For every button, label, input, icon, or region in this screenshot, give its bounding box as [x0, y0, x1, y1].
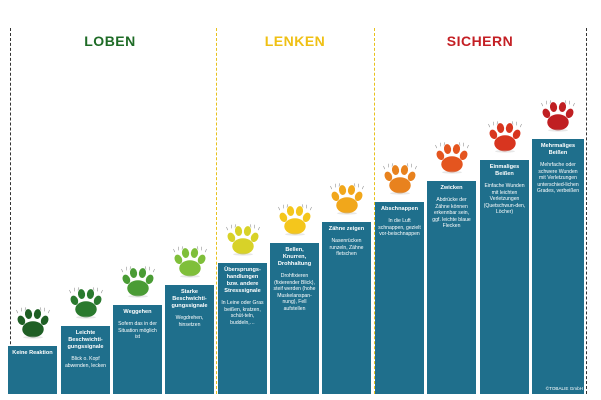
- step-title: Mehrmaliges Beißen: [540, 143, 576, 156]
- step-column-barking-growling: Bellen, Knurren, Drohhaltung Drohfixieren…: [270, 243, 319, 394]
- paw-icon: [225, 223, 261, 257]
- step-description: Sofern das in der Situation möglich ist: [118, 321, 157, 341]
- paw-icon: [120, 265, 156, 299]
- section-title-sichern: SICHERN: [446, 33, 514, 49]
- step-title: Einmaliges Beißen: [489, 164, 520, 177]
- step-column-biting-once: Einmaliges Beißen Einfache Wunden mit lei…: [480, 160, 529, 394]
- step-description: Abdrücke der Zähne können erkennbar sein…: [432, 197, 471, 230]
- paw-icon: [487, 120, 523, 154]
- step-title: Bellen, Knurren, Drohhaltung: [277, 247, 312, 267]
- section-title-lenken: LENKEN: [264, 33, 326, 49]
- step-description: Drohfixieren (fixierender Blick), steif …: [273, 273, 316, 312]
- divider-loben-lenken: [216, 28, 217, 394]
- step-title: Starke Beschwichti-gungssignale: [171, 289, 208, 309]
- step-column-snapping: Abschnappen In die Luft schnappen, geziel…: [375, 202, 424, 394]
- paw-icon: [172, 245, 208, 279]
- step-column-biting-multiple: Mehrmaliges Beißen Mehrfache oder schwere…: [532, 139, 584, 394]
- step-title: Zähne zeigen: [328, 226, 365, 232]
- step-title: Übersprungs-handlungen bzw. andere Stres…: [224, 267, 261, 294]
- step-column-no-reaction: Keine Reaktion: [8, 346, 57, 394]
- step-column-showing-teeth: Zähne zeigen Nasenrücken runzeln, Zähne f…: [322, 222, 371, 394]
- step-column-walking-away: Weggehen Sofern das in der Situation mögl…: [113, 305, 162, 394]
- paw-icon: [329, 182, 365, 216]
- step-title: Abschnappen: [381, 206, 418, 212]
- paw-icon: [382, 162, 418, 196]
- step-description: In die Luft schnappen, gezielt vor-beisc…: [378, 218, 421, 238]
- divider-lenken-sichern: [374, 28, 375, 394]
- section-title-loben: LOBEN: [84, 33, 136, 49]
- step-column-light-calming: Leichte Beschwichti-gungssignale Blick o.…: [61, 326, 110, 394]
- step-description: Mehrfache oder schwere Wunden mit Verlet…: [536, 162, 580, 195]
- step-title: Weggehen: [123, 309, 152, 315]
- step-column-nipping: Zwicken Abdrücke der Zähne können erkennb…: [427, 181, 476, 394]
- paw-icon: [277, 203, 313, 237]
- divider-right: [586, 28, 587, 394]
- step-description: Wegdrehen, hinsetzen: [175, 315, 204, 328]
- step-title: Zwicken: [440, 185, 463, 191]
- step-description: Nasenrücken runzeln, Zähne fletschen: [329, 238, 364, 258]
- step-description: Einfache Wunden mit leichten Verletzunge…: [483, 183, 526, 216]
- step-description: In Leine oder Gras beißen, kratzen, schü…: [221, 300, 264, 326]
- step-description: Blick o. Kopf abwenden, lecken: [64, 356, 107, 369]
- step-column-strong-calming: Starke Beschwichti-gungssignale Wegdrehen…: [165, 285, 214, 394]
- divider-left: [10, 28, 11, 394]
- paw-icon: [68, 286, 104, 320]
- step-column-displacement: Übersprungs-handlungen bzw. andere Stres…: [218, 263, 267, 394]
- paw-icon: [540, 99, 576, 133]
- copyright: ©TOBALIE GmbH: [545, 386, 583, 391]
- step-title: Keine Reaktion: [12, 350, 53, 356]
- paw-icon: [15, 306, 51, 340]
- paw-icon: [434, 141, 470, 175]
- step-title: Leichte Beschwichti-gungssignale: [67, 330, 104, 350]
